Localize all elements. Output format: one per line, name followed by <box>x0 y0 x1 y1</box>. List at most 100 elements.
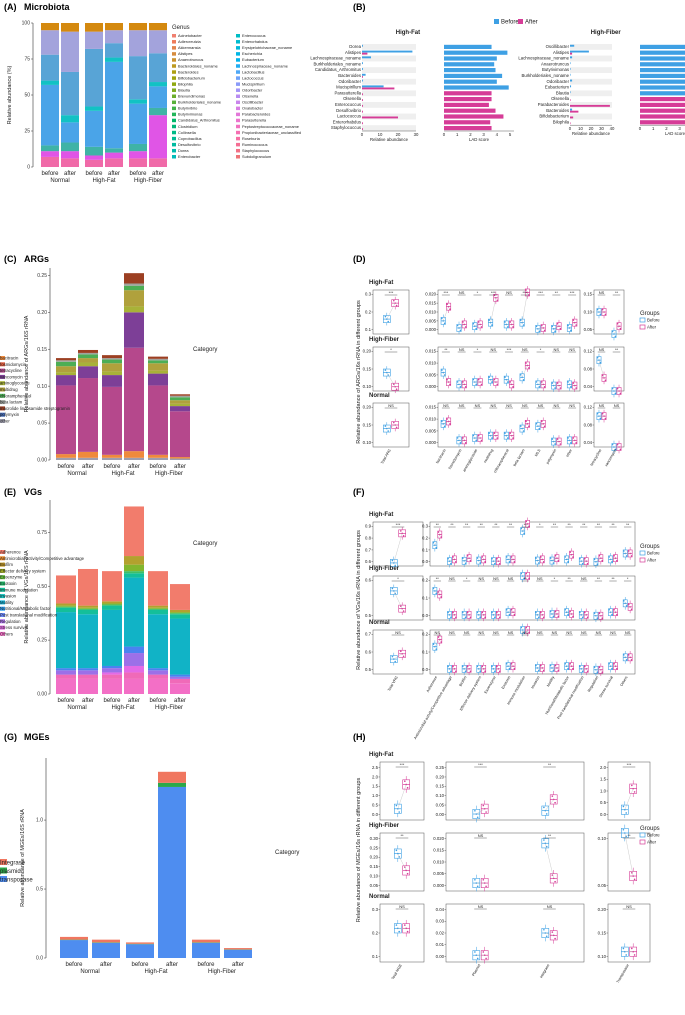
box-point <box>478 435 480 437</box>
bar-segment <box>78 675 98 679</box>
lda-bar <box>640 91 685 95</box>
sig-label: ** <box>597 576 601 581</box>
sig-label: NS <box>554 403 560 408</box>
legend-label: Acinetobacter <box>178 33 202 38</box>
y-tick-label: 0.02 <box>436 930 445 935</box>
x-tick-label: after <box>174 698 186 704</box>
box-point <box>520 425 522 427</box>
legend-label: Peptostreptococcaceae_noname <box>242 124 299 129</box>
legend-label: Odoribacter <box>242 87 263 92</box>
sig-label: NS <box>599 403 605 408</box>
box-point <box>550 611 552 613</box>
legend-label: Blautia <box>178 87 191 92</box>
bar-segment <box>170 457 190 458</box>
legend-label: Regulation <box>0 619 21 624</box>
box-point <box>628 550 630 552</box>
y-tick-label: 0.015 <box>433 848 444 853</box>
bar-segment <box>61 143 79 152</box>
legend-label: Invasion <box>0 594 17 599</box>
box-point <box>455 617 457 619</box>
legend-before-label: Before <box>647 318 660 323</box>
box-point <box>478 379 480 381</box>
box-point <box>544 425 546 427</box>
box-point <box>634 878 636 880</box>
box-point <box>440 596 442 598</box>
bar-segment <box>148 359 168 360</box>
panel-h-label: (H) <box>353 732 366 742</box>
lda-bar <box>640 80 685 84</box>
group-label: Normal <box>67 705 86 711</box>
pair-line <box>491 298 496 323</box>
y-tick-label: 0.15 <box>37 347 47 353</box>
x-tick-label: before <box>85 171 103 177</box>
box-point <box>560 387 562 389</box>
legend-label: Ruminococcus <box>242 142 268 147</box>
bar-segment <box>149 86 167 108</box>
x-tick-label: before <box>103 464 121 470</box>
rel-bar-before <box>570 56 572 58</box>
y-tick-label: 0.10 <box>363 440 372 445</box>
box-point <box>477 612 479 614</box>
y-tick-label: 0.05 <box>37 421 47 427</box>
box-point <box>616 668 618 670</box>
legend-swatch <box>236 137 240 141</box>
legend-swatch <box>172 149 176 153</box>
legend-swatch <box>172 76 176 80</box>
legend-label: Enterorhabdus <box>242 39 268 44</box>
box-point <box>398 811 400 813</box>
sig-label: ** <box>615 290 619 295</box>
box-point <box>572 556 574 558</box>
y-tick-label: 0.0 <box>422 559 429 564</box>
box-point <box>611 668 613 670</box>
facet-frame <box>380 762 424 820</box>
x-tick-label: after <box>166 962 178 968</box>
box-point <box>564 556 566 558</box>
y-tick-label: 0.20 <box>370 855 379 860</box>
box-point <box>396 305 398 307</box>
box-point <box>612 444 614 446</box>
legend-label: Anaerotruncus <box>178 57 203 62</box>
y-tick-label: 1.0 <box>600 788 607 793</box>
box-point <box>520 374 522 376</box>
bar-segment <box>170 675 190 677</box>
legend-swatch <box>172 119 176 123</box>
legend-swatch-after <box>640 840 645 844</box>
x-tick-label: 5 <box>509 132 512 137</box>
box-point <box>494 617 496 619</box>
x-tick-label: 0 <box>639 126 642 131</box>
box-point <box>623 806 625 808</box>
row-band <box>362 67 416 73</box>
sig-label: ** <box>548 762 552 767</box>
bar-segment <box>124 679 144 694</box>
x-tick-label: before <box>41 171 59 177</box>
y-tick-label: 0.010 <box>433 859 444 864</box>
box-point <box>554 881 556 883</box>
sig-label: NS <box>478 576 484 581</box>
rel-bar-after <box>362 53 367 55</box>
box-point <box>608 663 610 665</box>
rel-bar-after <box>362 88 394 90</box>
y-axis-label: Relative abundance of VGs/16s rRNA in di… <box>356 530 362 670</box>
bar-segment <box>78 606 98 608</box>
box-point <box>552 795 554 797</box>
lda-bar <box>640 62 685 66</box>
lda-bar <box>444 56 497 60</box>
bar-segment <box>158 783 186 787</box>
legend-label: Parabacteroides <box>242 112 270 117</box>
box-point <box>475 440 477 442</box>
box-point <box>496 612 498 614</box>
box-point <box>506 556 508 558</box>
legend-swatch-after <box>518 19 523 24</box>
y-tick-label: 0.3 <box>422 524 429 529</box>
bar-segment <box>124 273 144 283</box>
box-point <box>523 430 525 432</box>
sig-label: NS <box>459 403 465 408</box>
sig-label: ** <box>582 522 586 527</box>
sig-label: * <box>539 522 541 527</box>
legend-label: Lactococcus <box>242 75 264 80</box>
x-tick-label: after <box>100 962 112 968</box>
box-point <box>452 666 454 668</box>
y-tick-label: 0.05 <box>370 883 379 888</box>
bar-segment <box>148 360 168 363</box>
box-point <box>504 321 506 323</box>
